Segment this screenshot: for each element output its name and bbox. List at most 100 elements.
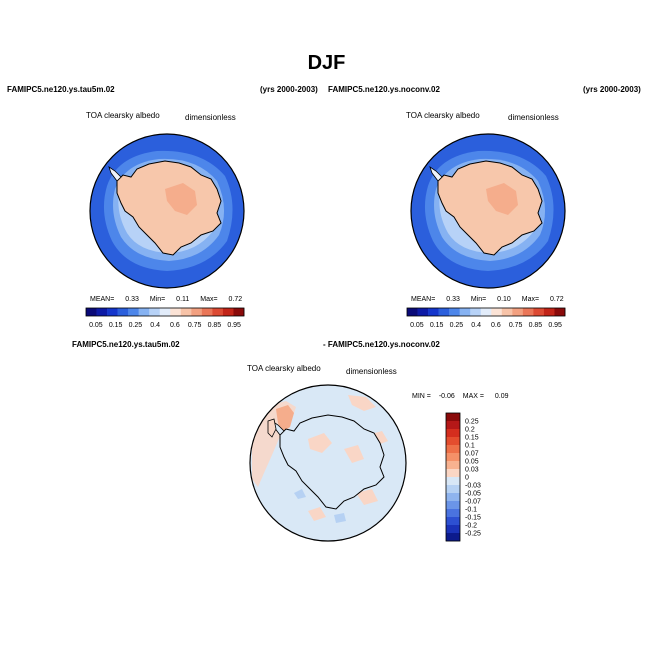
colorbar-swatch	[159, 308, 171, 316]
left-units-label: dimensionless	[185, 113, 236, 122]
diff-negative-patch	[294, 489, 306, 499]
east-antarctic-plateau	[165, 183, 197, 215]
colorbar-tick-label: 0.15	[465, 435, 479, 442]
left-polar-map	[89, 133, 245, 289]
colorbar-swatch	[149, 308, 161, 316]
right-min-label: Min=	[470, 296, 487, 303]
colorbar-tick-label: 0.95	[227, 322, 241, 329]
colorbar-swatch	[96, 308, 108, 316]
colorbar-swatch	[446, 453, 460, 462]
colorbar-frame	[85, 307, 245, 317]
colorbar-tick-label: 0.03	[465, 467, 479, 474]
colorbar-tick-label: 0.25	[465, 419, 479, 426]
left-panel-years: (yrs 2000-2003)	[260, 85, 318, 94]
colorbar-swatch	[428, 308, 439, 316]
colorbar-swatch	[446, 429, 460, 438]
colorbar-tick-label: 0.15	[109, 322, 123, 329]
diff-field-label: TOA clearsky albedo	[247, 364, 321, 373]
colorbar-tick-label: 0.25	[129, 322, 143, 329]
antarctic-peninsula	[429, 166, 443, 182]
colorbar-tick-label: 0.1	[465, 443, 475, 450]
colorbar-swatch	[446, 437, 460, 446]
diff-negative-patch	[334, 513, 346, 523]
east-antarctic-plateau	[486, 183, 518, 215]
colorbar-tick-label: 0.05	[89, 322, 103, 329]
diff-colorbar: 0.250.20.150.10.070.050.030-0.03-0.05-0.…	[445, 412, 481, 542]
colorbar-swatch	[533, 308, 545, 316]
left-field-label: TOA clearsky albedo	[86, 111, 160, 120]
colorbar-swatch	[501, 308, 513, 316]
antarctica-landmass	[116, 160, 222, 256]
colorbar-tick-label: 0.05	[465, 459, 479, 466]
colorbar-swatch	[170, 308, 182, 316]
colorbar-frame	[445, 412, 461, 542]
right-units-label: dimensionless	[508, 113, 559, 122]
colorbar-tick-label: 0.07	[465, 451, 479, 458]
colorbar-swatch	[446, 469, 460, 478]
left-max-value: 0.72	[228, 296, 243, 303]
diff-min-label: MIN =	[412, 393, 431, 400]
colorbar-tick-label: -0.2	[465, 523, 477, 530]
diff-units-label: dimensionless	[346, 367, 397, 376]
colorbar-swatch	[117, 308, 129, 316]
colorbar-swatch	[459, 308, 471, 316]
colorbar-tick-label: 0.85	[529, 322, 543, 329]
right-polar-map	[410, 133, 566, 289]
colorbar-swatch	[446, 461, 460, 470]
colorbar-tick-label: -0.03	[465, 483, 481, 490]
colorbar-tick-label: 0.05	[410, 322, 424, 329]
difference-polar-map	[249, 384, 407, 542]
right-max-label: Max=	[521, 296, 540, 303]
colorbar-swatch	[522, 308, 534, 316]
left-mean-label: MEAN=	[90, 296, 115, 303]
diff-max-label: MAX =	[462, 393, 484, 400]
diff-case-b: - FAMIPC5.ne120.ys.noconv.02	[323, 340, 440, 349]
south-america-tip	[267, 418, 277, 438]
right-panel-years: (yrs 2000-2003)	[583, 85, 641, 94]
diff-positive-patch	[276, 405, 294, 433]
right-field-label: TOA clearsky albedo	[406, 111, 480, 120]
colorbar-swatch	[480, 308, 492, 316]
diff-stats: MIN = -0.06 MAX = 0.09	[412, 393, 509, 400]
diff-case-a: FAMIPC5.ne120.ys.tau5m.02	[72, 340, 180, 349]
antarctic-peninsula	[108, 166, 122, 182]
colorbar-tick-label: -0.25	[465, 531, 481, 538]
left-min-label: Min=	[149, 296, 166, 303]
colorbar-swatch	[446, 509, 460, 518]
colorbar-swatch	[128, 308, 139, 316]
colorbar-swatch	[491, 308, 503, 316]
left-colorbar: 0.05 0.15 0.25 0.4 0.6 0.75 0.85 0.95	[85, 307, 245, 329]
colorbar-swatch	[180, 308, 192, 316]
page-title: DJF	[307, 52, 346, 74]
antarctica-outline	[279, 414, 385, 510]
left-stats: MEAN= 0.33 Min= 0.11 Max= 0.72	[90, 296, 242, 303]
colorbar-swatch	[470, 308, 482, 316]
colorbar-tick-label: 0.6	[491, 322, 501, 329]
colorbar-swatch	[446, 477, 460, 486]
colorbar-swatch	[138, 308, 150, 316]
colorbar-tick-label: 0.6	[170, 322, 180, 329]
colorbar-frame	[406, 307, 566, 317]
colorbar-swatch	[446, 445, 460, 454]
right-mean-value: 0.33	[446, 296, 460, 303]
colorbar-tick-label: 0.15	[430, 322, 444, 329]
colorbar-tick-label: -0.15	[465, 515, 481, 522]
colorbar-swatch	[222, 308, 234, 316]
colorbar-swatch	[446, 525, 460, 534]
colorbar-swatch	[543, 308, 555, 316]
colorbar-swatch	[212, 308, 224, 316]
colorbar-tick-label: 0	[465, 475, 469, 482]
colorbar-tick-label: 0.75	[188, 322, 202, 329]
left-mean-value: 0.33	[125, 296, 139, 303]
colorbar-swatch	[446, 421, 460, 430]
diff-positive-patch	[308, 507, 326, 521]
colorbar-swatch	[407, 308, 418, 316]
colorbar-swatch	[446, 533, 460, 542]
colorbar-swatch	[554, 308, 566, 316]
colorbar-swatch	[438, 308, 450, 316]
colorbar-swatch	[446, 501, 460, 510]
right-max-value: 0.72	[550, 296, 564, 303]
colorbar-swatch	[512, 308, 524, 316]
colorbar-swatch	[201, 308, 213, 316]
diff-min-value: -0.06	[438, 393, 455, 400]
